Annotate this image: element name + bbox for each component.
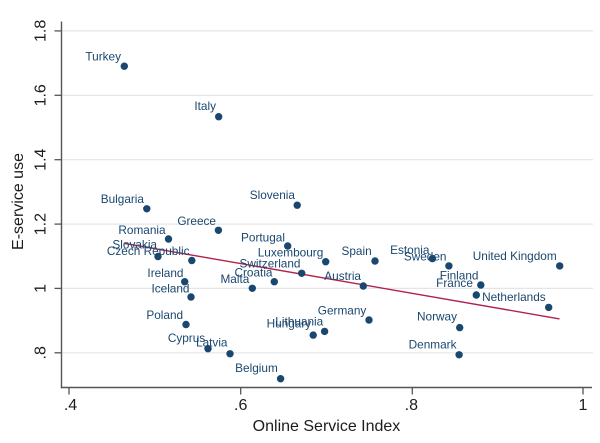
svg-text:Slovenia: Slovenia (250, 188, 296, 202)
svg-text:Malta: Malta (220, 272, 249, 286)
svg-text:Germany: Germany (318, 303, 367, 317)
svg-text:Online Service Index: Online Service Index (253, 418, 401, 435)
svg-text:.6: .6 (234, 397, 247, 414)
svg-text:E-service use: E-service use (10, 153, 27, 250)
svg-text:Hungary: Hungary (267, 317, 312, 331)
svg-text:Bulgaria: Bulgaria (101, 192, 145, 206)
svg-text:Lithuania: Lithuania (275, 314, 323, 328)
svg-text:Croatia: Croatia (234, 266, 272, 280)
svg-text:1: 1 (579, 397, 588, 414)
svg-text:Sweden: Sweden (404, 249, 447, 263)
svg-text:Greece: Greece (177, 214, 216, 228)
svg-text:Belgium: Belgium (235, 361, 278, 375)
svg-text:.8: .8 (33, 346, 50, 359)
svg-text:United Kingdom: United Kingdom (473, 249, 557, 263)
svg-text:.8: .8 (405, 397, 418, 414)
svg-text:Ireland: Ireland (147, 266, 183, 280)
svg-text:Poland: Poland (146, 308, 183, 322)
svg-text:Cyprus: Cyprus (168, 331, 205, 345)
svg-text:Czech Republic: Czech Republic (107, 244, 190, 258)
svg-text:1: 1 (33, 284, 50, 293)
svg-text:1.4: 1.4 (33, 148, 50, 170)
svg-text:Slovakia: Slovakia (112, 238, 157, 252)
svg-text:.4: .4 (64, 397, 77, 414)
svg-text:Switzerland: Switzerland (240, 257, 301, 271)
svg-text:Italy: Italy (194, 99, 216, 113)
svg-text:Turkey: Turkey (85, 50, 121, 64)
svg-text:Portugal: Portugal (241, 231, 285, 245)
svg-text:Netherlands: Netherlands (482, 290, 546, 304)
svg-text:Austria: Austria (324, 269, 361, 283)
svg-text:Finland: Finland (440, 269, 479, 283)
svg-text:Denmark: Denmark (409, 338, 457, 352)
svg-text:1.2: 1.2 (33, 213, 50, 235)
svg-text:Norway: Norway (417, 310, 457, 324)
svg-text:France: France (436, 276, 473, 290)
svg-text:1.8: 1.8 (33, 20, 50, 42)
svg-text:Iceland: Iceland (151, 282, 189, 296)
svg-text:Romania: Romania (118, 223, 166, 237)
svg-text:1.6: 1.6 (33, 84, 50, 106)
svg-text:Luxembourg: Luxembourg (258, 246, 324, 260)
svg-text:Estonia: Estonia (390, 243, 430, 257)
svg-text:Spain: Spain (342, 244, 372, 258)
svg-text:Latvia: Latvia (196, 336, 228, 350)
